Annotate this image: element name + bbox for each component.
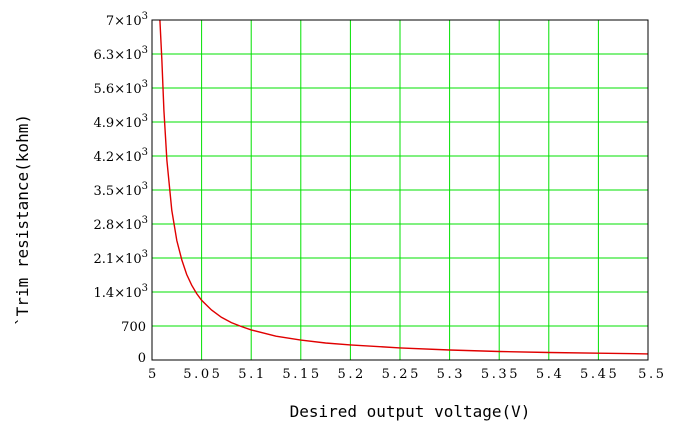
y-tick-label: 5.6×103 (94, 79, 148, 97)
series-layer (159, 19, 649, 355)
x-tick-label: 5 . 3 5 (481, 367, 518, 382)
x-tick-label: 5 . 1 (238, 367, 264, 382)
x-tick-label: 5 (148, 367, 156, 382)
y-tick-label: 0 (138, 351, 146, 366)
x-tick-label: 5 . 2 (337, 367, 363, 382)
x-tick-label: 5 . 4 (536, 367, 562, 382)
x-axis-label: Desired output voltage(V) (290, 402, 531, 421)
grid (152, 20, 648, 360)
plot-frame (151, 19, 649, 361)
x-tick-label: 5 . 2 5 (382, 367, 419, 382)
y-axis-label: `Trim resistance(kohm) (13, 114, 32, 326)
y-tick-label: 6.3×103 (94, 45, 148, 63)
y-tick-label: 3.5×103 (94, 181, 148, 199)
x-axis-ticks: 5 5 . 0 5 5 . 1 5 . 1 5 5 . 2 5 . 2 5 5 . 3 5 .… (148, 367, 664, 382)
y-axis-ticks: 0 700 1.4×103 2.1×103 2.8×103 3.5×103 4.2×103 4… (94, 11, 148, 366)
x-tick-label: 5 . 5 (638, 367, 664, 382)
x-tick-label: 5 . 0 5 (183, 367, 220, 382)
x-tick-label: 5 . 1 5 (282, 367, 319, 382)
y-tick-label: 4.2×103 (94, 147, 148, 165)
y-tick-label: 2.8×103 (94, 215, 148, 233)
y-tick-label: 1.4×103 (94, 283, 148, 301)
x-tick-label: 5 . 3 (437, 367, 463, 382)
x-tick-label: 5 . 4 5 (580, 367, 617, 382)
y-tick-label: 7×103 (106, 11, 148, 29)
y-tick-label: 700 (121, 320, 146, 335)
y-tick-label: 4.9×103 (94, 113, 148, 131)
y-tick-label: 2.1×103 (94, 249, 148, 267)
series-line (159, 19, 649, 355)
